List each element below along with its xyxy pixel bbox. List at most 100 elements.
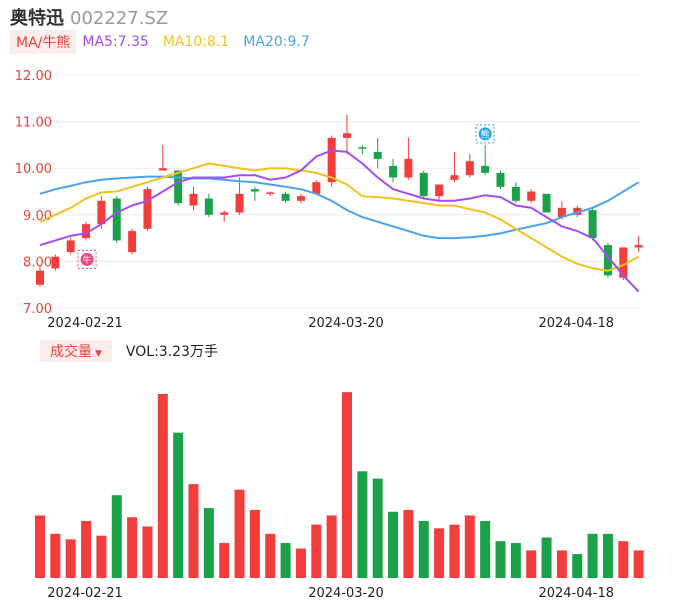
candle xyxy=(66,238,75,255)
volume-bar xyxy=(326,515,337,578)
ma-indicator-selector[interactable]: MA/牛熊 xyxy=(10,30,77,54)
price-tick-label: 7.00 xyxy=(23,302,52,317)
volume-bar xyxy=(602,533,613,578)
candle-body xyxy=(158,168,167,171)
date-axis: 2024-02-21 2024-03-20 2024-04-18 xyxy=(47,316,614,331)
candle xyxy=(373,137,382,169)
volume-bar xyxy=(480,520,491,578)
candle xyxy=(527,189,536,204)
candle-body xyxy=(603,245,612,276)
candle xyxy=(296,193,305,204)
candle-body xyxy=(296,196,305,201)
caret-down-icon: ▼ xyxy=(95,349,102,359)
stock-name: 奥特迅 xyxy=(10,8,64,29)
candle xyxy=(481,144,490,176)
volume-bar xyxy=(633,550,644,578)
volume-bar xyxy=(234,489,245,578)
candle-body xyxy=(51,256,60,269)
candle xyxy=(358,144,367,155)
volume-date-tick-label: 2024-02-21 xyxy=(47,586,123,601)
candle xyxy=(312,179,321,194)
candle xyxy=(511,182,520,204)
volume-bar xyxy=(587,533,598,578)
candle xyxy=(158,144,167,171)
ma20-legend: MA20:9.7 xyxy=(243,34,310,50)
price-tick-label: 9.00 xyxy=(23,209,52,224)
signal-badges: 牛熊 xyxy=(77,124,495,269)
volume-date-axis: 2024-02-21 2024-03-20 2024-04-18 xyxy=(47,586,614,601)
candle xyxy=(496,170,505,190)
candle-body xyxy=(511,186,520,201)
candle-body xyxy=(465,161,474,176)
volume-bar xyxy=(280,543,291,578)
badge-label: 熊 xyxy=(481,128,490,140)
candle xyxy=(51,254,60,271)
volume-bar xyxy=(265,533,276,578)
volume-bar xyxy=(295,548,306,578)
volume-bar xyxy=(311,524,322,578)
badge-frame xyxy=(475,124,495,144)
price-tick-label: 8.00 xyxy=(23,255,52,270)
candle-body xyxy=(220,212,229,215)
candle-body xyxy=(557,207,566,218)
price-tick-label: 12.00 xyxy=(15,69,52,84)
volume-bar xyxy=(541,537,552,578)
stock-header: 奥特迅 002227.SZ xyxy=(10,4,168,30)
price-grid xyxy=(38,74,640,309)
volume-bar xyxy=(495,541,506,578)
ma-legend: MA/牛熊 MA5:7.35 MA10:8.1 MA20:9.7 xyxy=(10,30,324,54)
volume-indicator-selector[interactable]: 成交量 ▼ xyxy=(40,340,112,362)
badge-dot xyxy=(80,252,94,266)
candle-body xyxy=(312,182,321,194)
candle-body xyxy=(573,207,582,215)
candle xyxy=(389,158,398,183)
candle xyxy=(235,177,244,215)
candle-body xyxy=(358,147,367,149)
badge-dot xyxy=(478,127,492,141)
candle xyxy=(189,186,198,211)
volume-bar xyxy=(526,550,537,578)
candle xyxy=(250,186,259,201)
candle-body xyxy=(281,193,290,201)
candle xyxy=(220,210,229,222)
volume-bar xyxy=(388,511,399,578)
volume-bar xyxy=(357,471,368,578)
price-tick-label: 11.00 xyxy=(15,116,52,131)
volume-bar xyxy=(96,535,107,578)
volume-bar xyxy=(157,394,168,578)
ma20-line xyxy=(39,175,640,240)
price-axis: 12.00 11.00 10.00 9.00 8.00 7.00 xyxy=(15,69,52,317)
candle-body xyxy=(527,191,536,201)
candlesticks xyxy=(36,114,643,288)
candle-body xyxy=(66,240,75,253)
volume-bar xyxy=(65,539,76,578)
candle-body xyxy=(250,189,259,192)
candle xyxy=(82,221,91,241)
volume-bar xyxy=(403,509,414,578)
badge-label: 牛 xyxy=(83,254,92,266)
candle xyxy=(542,193,551,213)
candle-body xyxy=(36,270,44,285)
candle xyxy=(419,170,428,199)
volume-bar xyxy=(510,543,521,578)
candle-body xyxy=(204,198,213,215)
stock-code: 002227.SZ xyxy=(70,8,169,29)
candle-body xyxy=(128,231,137,253)
volume-bar xyxy=(188,484,199,578)
price-tick-label: 10.00 xyxy=(15,162,52,177)
volume-date-tick-label: 2024-03-20 xyxy=(308,586,384,601)
candle xyxy=(204,193,213,218)
candle xyxy=(588,207,597,241)
volume-bar xyxy=(35,515,45,578)
candle-body xyxy=(235,193,244,213)
volume-bar xyxy=(449,524,460,578)
candle-body xyxy=(189,193,198,206)
candle-body xyxy=(373,151,382,159)
volume-bar xyxy=(219,543,230,578)
volume-bar xyxy=(464,515,475,578)
volume-date-tick-label: 2024-04-18 xyxy=(538,586,614,601)
candle-body xyxy=(343,133,351,138)
ma5-legend: MA5:7.35 xyxy=(82,34,149,50)
volume-bar xyxy=(434,528,445,578)
